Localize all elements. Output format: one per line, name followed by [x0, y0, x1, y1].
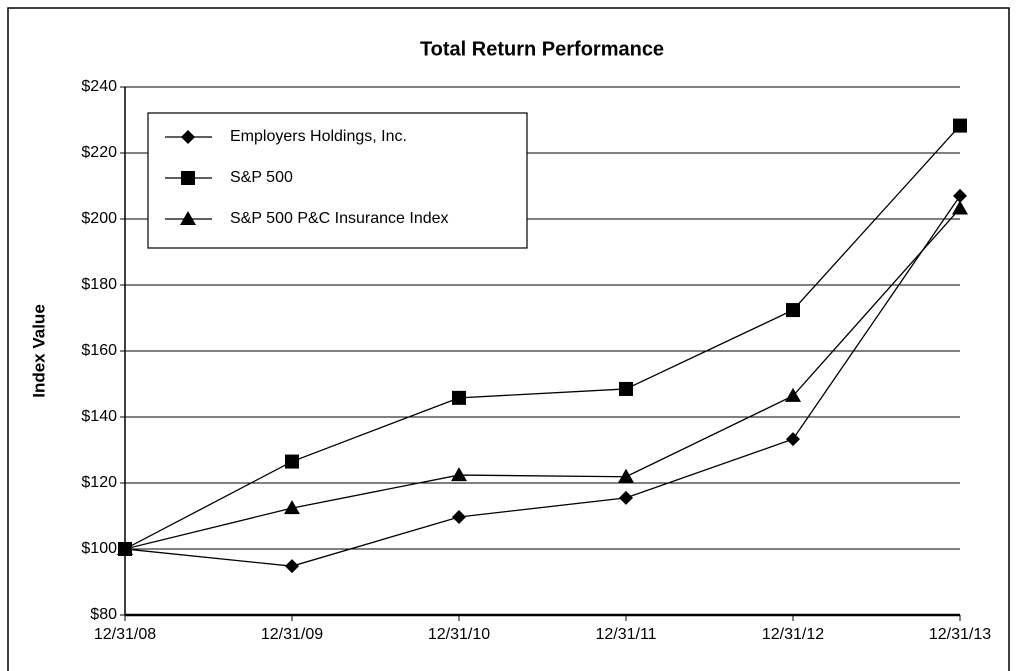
x-tick-label: 12/31/12 [762, 626, 824, 643]
marker [180, 211, 196, 225]
marker [952, 200, 968, 215]
marker [953, 118, 967, 133]
x-tick-label: 12/31/13 [929, 626, 991, 643]
y-tick-label: $80 [90, 606, 117, 623]
series-line [124, 195, 961, 567]
legend-label: S&P 500 [230, 169, 293, 186]
x-tick-label: 12/31/08 [94, 626, 156, 643]
legend-label: S&P 500 P&C Insurance Index [230, 210, 449, 227]
marker [452, 509, 466, 524]
marker [285, 454, 299, 469]
series-line [124, 125, 961, 550]
y-tick-label: $140 [81, 408, 117, 425]
marker [619, 381, 633, 396]
marker [452, 390, 466, 405]
marker [117, 541, 133, 555]
y-tick-label: $240 [81, 78, 117, 95]
x-tick-label: 12/31/10 [428, 626, 490, 643]
y-axis-label: Index Value [29, 304, 48, 398]
legend-label: Employers Holdings, Inc. [230, 128, 407, 145]
y-tick-label: $100 [81, 540, 117, 557]
marker [181, 130, 195, 144]
marker [451, 467, 467, 482]
x-tick-label: 12/31/09 [261, 626, 323, 643]
marker [284, 500, 300, 515]
marker [619, 490, 633, 505]
marker [181, 171, 195, 185]
chart-title: Total Return Performance [420, 38, 664, 60]
legend-box [147, 112, 528, 249]
marker [618, 468, 634, 483]
marker [785, 387, 801, 402]
marker [953, 188, 967, 203]
y-tick-label: $220 [81, 144, 117, 161]
series-line [124, 208, 961, 550]
marker [786, 303, 800, 318]
y-tick-label: $160 [81, 342, 117, 359]
frame [7, 7, 1010, 671]
y-tick-label: $200 [81, 210, 117, 227]
y-tick-label: $180 [81, 276, 117, 293]
x-tick-label: 12/31/11 [595, 626, 656, 643]
marker [285, 559, 299, 574]
marker [786, 432, 800, 447]
y-tick-label: $120 [81, 474, 117, 491]
